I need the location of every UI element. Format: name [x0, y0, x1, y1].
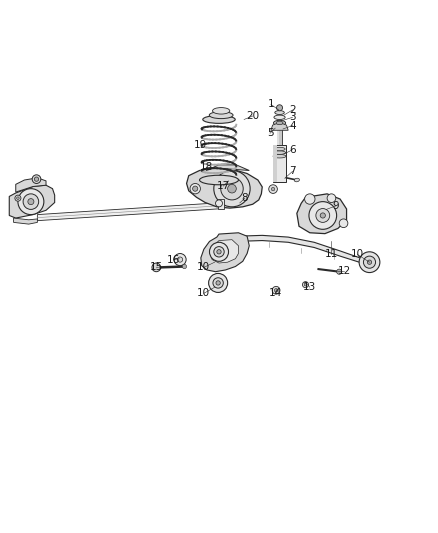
Circle shape: [337, 269, 342, 274]
Circle shape: [339, 219, 348, 228]
Ellipse shape: [200, 175, 238, 185]
Circle shape: [272, 286, 280, 294]
Circle shape: [327, 194, 336, 203]
Circle shape: [209, 243, 229, 261]
Circle shape: [23, 194, 39, 209]
Text: 16: 16: [167, 255, 180, 264]
Circle shape: [304, 194, 315, 204]
Text: 5: 5: [267, 128, 273, 138]
Text: 18: 18: [199, 162, 213, 172]
Polygon shape: [201, 233, 249, 272]
Polygon shape: [236, 236, 366, 264]
Polygon shape: [218, 199, 224, 209]
Text: 8: 8: [242, 193, 248, 203]
Polygon shape: [206, 165, 249, 171]
Circle shape: [34, 177, 39, 181]
Circle shape: [320, 213, 325, 218]
Circle shape: [214, 171, 250, 207]
Circle shape: [177, 257, 183, 262]
Polygon shape: [16, 178, 46, 192]
Circle shape: [276, 105, 283, 111]
Circle shape: [28, 199, 34, 205]
Circle shape: [316, 208, 330, 222]
Text: 2: 2: [289, 105, 296, 115]
Ellipse shape: [275, 111, 284, 115]
Circle shape: [214, 247, 224, 257]
Text: 10: 10: [197, 262, 210, 272]
Text: 1: 1: [268, 99, 274, 109]
Circle shape: [303, 281, 308, 288]
Circle shape: [18, 189, 44, 215]
Ellipse shape: [209, 112, 233, 119]
Circle shape: [274, 288, 278, 292]
Text: 17: 17: [217, 181, 230, 191]
Text: 10: 10: [351, 249, 364, 260]
Circle shape: [367, 260, 372, 264]
Circle shape: [17, 197, 19, 199]
Text: 3: 3: [289, 112, 296, 122]
Text: 10: 10: [197, 288, 210, 298]
Bar: [277, 123, 279, 146]
Polygon shape: [9, 185, 55, 218]
Circle shape: [152, 263, 161, 272]
Circle shape: [228, 184, 236, 193]
Ellipse shape: [276, 121, 283, 125]
Polygon shape: [37, 203, 223, 221]
Polygon shape: [271, 123, 288, 130]
Circle shape: [309, 201, 337, 229]
Bar: [277, 123, 282, 146]
Polygon shape: [14, 218, 37, 224]
Ellipse shape: [274, 115, 285, 119]
Text: 6: 6: [289, 145, 296, 155]
Polygon shape: [187, 168, 262, 208]
Circle shape: [271, 188, 275, 191]
Circle shape: [190, 183, 201, 194]
Polygon shape: [210, 240, 238, 263]
Circle shape: [182, 264, 187, 269]
Text: 20: 20: [246, 111, 259, 121]
Circle shape: [217, 249, 221, 254]
Text: 11: 11: [325, 248, 338, 259]
Circle shape: [208, 273, 228, 293]
Bar: [272, 146, 286, 182]
Ellipse shape: [212, 108, 230, 114]
Circle shape: [304, 284, 307, 286]
Circle shape: [193, 186, 198, 191]
Text: 9: 9: [332, 201, 339, 211]
Text: 12: 12: [338, 266, 351, 276]
Text: 15: 15: [150, 262, 163, 272]
Ellipse shape: [273, 120, 286, 126]
Polygon shape: [297, 194, 346, 233]
Circle shape: [269, 185, 277, 193]
Circle shape: [216, 281, 220, 285]
Circle shape: [15, 195, 21, 201]
Ellipse shape: [273, 151, 286, 155]
Text: 13: 13: [303, 282, 316, 292]
Text: 19: 19: [194, 140, 208, 150]
Circle shape: [359, 252, 380, 272]
Circle shape: [213, 278, 223, 288]
Text: 7: 7: [289, 166, 296, 176]
Circle shape: [174, 254, 186, 265]
Circle shape: [32, 175, 41, 183]
Ellipse shape: [294, 178, 300, 182]
Circle shape: [221, 177, 243, 200]
Text: 14: 14: [268, 288, 282, 298]
Circle shape: [215, 200, 223, 207]
Ellipse shape: [274, 147, 285, 151]
Ellipse shape: [203, 116, 235, 123]
Text: 4: 4: [289, 120, 296, 131]
Ellipse shape: [273, 155, 286, 158]
Circle shape: [364, 256, 375, 268]
Bar: [272, 146, 276, 182]
